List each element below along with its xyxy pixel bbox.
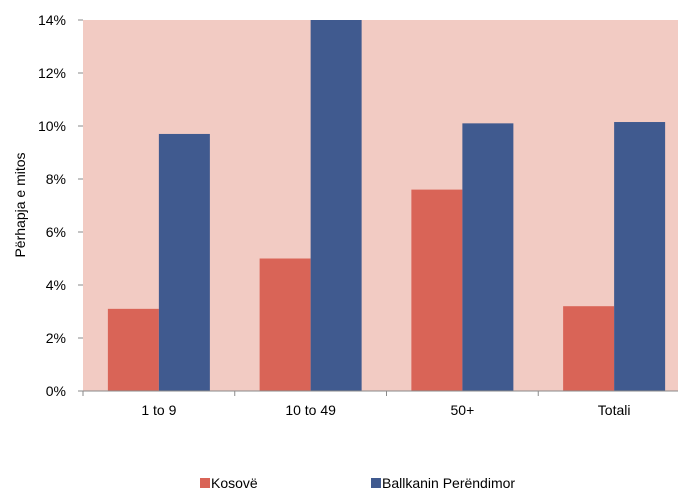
y-tick-label: 4% [46, 277, 66, 293]
y-axis-label: Përhapja e mitos [12, 152, 28, 257]
x-tick-label: 50+ [451, 402, 475, 418]
bar-ballkanin-perendimor [614, 122, 666, 392]
y-tick-label: 10% [38, 118, 66, 134]
y-axis-ticks: 0% 2% 4% 6% 8% 10% 12% 14% [38, 12, 83, 399]
y-tick-label: 8% [46, 171, 66, 187]
bar-kosove [107, 308, 159, 391]
bar-ballkanin-perendimor [158, 133, 210, 391]
x-tick-label: 10 to 49 [285, 402, 336, 418]
legend-label: Ballkanin Perëndimor [382, 475, 515, 491]
legend-swatch [371, 478, 381, 488]
legend: Kosovë Ballkanin Perëndimor [200, 475, 515, 491]
legend-label: Kosovë [211, 475, 258, 491]
bar-ballkanin-perendimor [462, 123, 514, 391]
y-tick-label: 2% [46, 330, 66, 346]
bar-ballkanin-perendimor [310, 20, 362, 391]
x-tick-label: 1 to 9 [141, 402, 176, 418]
y-tick-label: 14% [38, 12, 66, 28]
bar-kosove [259, 258, 311, 391]
bars-group [107, 20, 666, 392]
x-axis-ticks: 1 to 9 10 to 49 50+ Totali [82, 391, 631, 418]
bar-kosove [411, 189, 463, 391]
y-tick-label: 12% [38, 65, 66, 81]
bar-kosove [563, 306, 615, 391]
y-tick-label: 6% [46, 224, 66, 240]
y-tick-label: 0% [46, 383, 66, 399]
x-tick-label: Totali [598, 402, 631, 418]
legend-swatch [200, 478, 210, 488]
